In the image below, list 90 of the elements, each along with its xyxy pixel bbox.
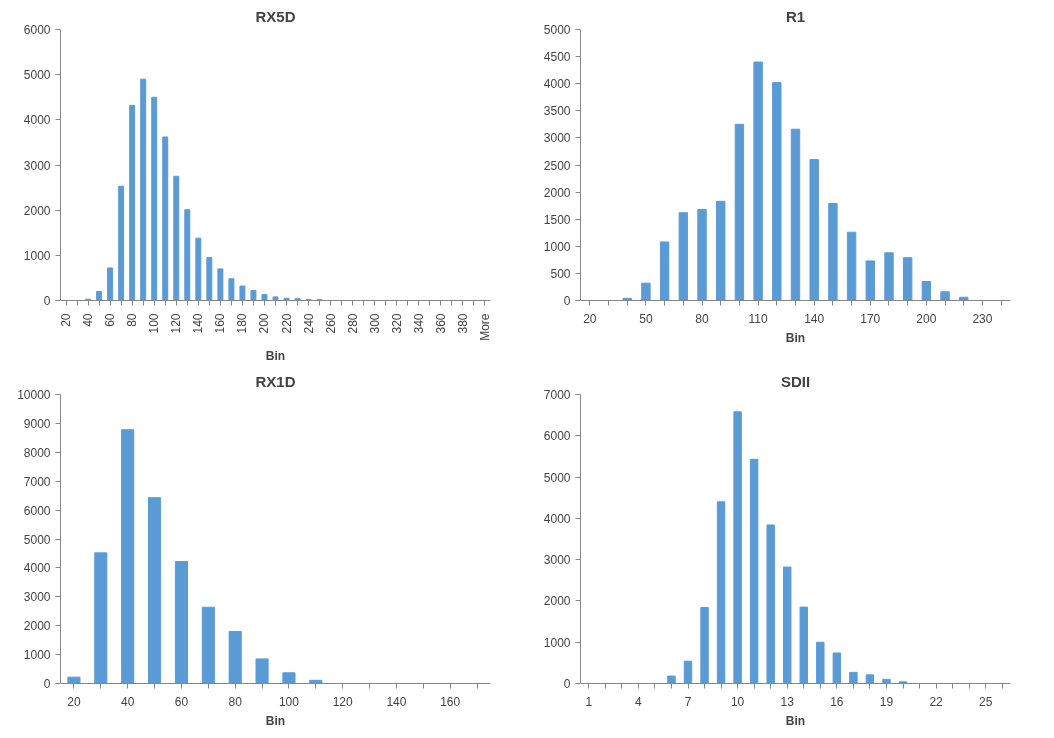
y-tick-label: 3000 bbox=[23, 158, 51, 173]
x-tick-label: 16 bbox=[830, 694, 844, 709]
y-tick-label: 4000 bbox=[23, 561, 51, 576]
y-tick-label: 0 bbox=[563, 677, 571, 691]
y-tick-label: 500 bbox=[550, 266, 571, 281]
y-tick-label: 7000 bbox=[23, 474, 51, 489]
x-tick-label: 100 bbox=[147, 313, 162, 334]
x-tick-label: 20 bbox=[67, 694, 81, 709]
y-tick-label: 0 bbox=[43, 677, 51, 691]
y-tick-label: 1000 bbox=[543, 635, 571, 650]
y-tick-label: 2000 bbox=[23, 203, 51, 218]
x-tick-label: 260 bbox=[323, 313, 338, 334]
y-tick-label: 3000 bbox=[543, 131, 571, 146]
y-tick-label: 0 bbox=[563, 294, 571, 308]
y-tick-label: 10000 bbox=[17, 388, 51, 402]
x-axis-title: Bin bbox=[265, 713, 286, 728]
x-tick-label: 40 bbox=[121, 694, 135, 709]
x-axis-title: Bin bbox=[785, 330, 806, 345]
y-tick-label: 4000 bbox=[543, 511, 571, 526]
x-tick-label: 200 bbox=[916, 311, 937, 326]
y-tick-label: 6000 bbox=[23, 503, 51, 518]
y-tick-label: 2500 bbox=[543, 158, 571, 173]
x-tick-label: 230 bbox=[972, 311, 993, 326]
x-tick-label: 110 bbox=[748, 311, 768, 326]
x-tick-label: 19 bbox=[879, 694, 894, 709]
y-tick-label: 2000 bbox=[543, 185, 571, 200]
y-tick-label: 4500 bbox=[543, 50, 571, 65]
x-tick-label: 100 bbox=[278, 694, 300, 709]
x-tick-label: 4 bbox=[635, 694, 643, 709]
y-tick-label: 6000 bbox=[543, 429, 571, 444]
x-tick-label: 380 bbox=[455, 313, 470, 334]
chart-title: RX5D bbox=[255, 7, 296, 25]
y-tick-label: 0 bbox=[43, 294, 51, 308]
x-tick-label: 340 bbox=[411, 313, 426, 334]
y-tick-label: 4000 bbox=[23, 113, 51, 128]
x-tick-label: 120 bbox=[169, 313, 184, 334]
x-tick-label: 80 bbox=[695, 311, 710, 326]
chart-title: R1 bbox=[785, 7, 806, 25]
x-tick-label: 40 bbox=[81, 313, 96, 327]
x-tick-label: 360 bbox=[433, 313, 448, 334]
x-tick-label: 25 bbox=[979, 694, 993, 709]
y-tick-label: 1000 bbox=[543, 239, 571, 254]
y-tick-label: 1000 bbox=[23, 648, 51, 663]
x-tick-label: 240 bbox=[301, 313, 316, 334]
x-tick-label: 220 bbox=[279, 313, 294, 334]
x-tick-label: 20 bbox=[583, 311, 597, 326]
x-tick-label: 120 bbox=[332, 694, 354, 709]
y-tick-label: 2000 bbox=[543, 594, 571, 609]
x-tick-label: 10 bbox=[730, 694, 745, 709]
x-tick-label: 22 bbox=[929, 694, 944, 709]
y-tick-label: 8000 bbox=[23, 445, 51, 460]
y-tick-label: 5000 bbox=[23, 68, 51, 83]
y-tick-label: 5000 bbox=[23, 532, 51, 547]
y-tick-label: 3000 bbox=[23, 590, 51, 605]
x-tick-label: 200 bbox=[257, 313, 272, 334]
x-tick-label: 320 bbox=[389, 313, 404, 334]
x-tick-label: 160 bbox=[213, 313, 228, 334]
y-tick-label: 7000 bbox=[543, 388, 571, 402]
y-tick-label: 1500 bbox=[543, 212, 571, 227]
x-tick-label: 20 bbox=[59, 313, 74, 327]
y-tick-label: 3500 bbox=[543, 104, 571, 119]
y-tick-label: 3000 bbox=[543, 553, 571, 568]
y-tick-label: 5000 bbox=[543, 23, 571, 37]
chart-title: SDII bbox=[780, 372, 811, 390]
x-tick-label: 180 bbox=[235, 313, 250, 334]
x-tick-label: 160 bbox=[440, 694, 461, 709]
x-axis-title: Bin bbox=[265, 348, 286, 363]
y-tick-label: 9000 bbox=[23, 416, 51, 431]
x-tick-label: 13 bbox=[780, 694, 795, 709]
y-tick-label: 5000 bbox=[543, 470, 571, 485]
x-tick-label: 280 bbox=[345, 313, 360, 334]
x-tick-label: 60 bbox=[174, 694, 189, 709]
y-tick-label: 1000 bbox=[23, 248, 51, 263]
x-tick-label: 80 bbox=[228, 694, 243, 709]
x-tick-label: More bbox=[477, 313, 492, 341]
x-tick-label: 140 bbox=[386, 694, 407, 709]
x-tick-label: 50 bbox=[639, 311, 653, 326]
x-tick-label: 7 bbox=[684, 694, 692, 709]
y-tick-label: 4000 bbox=[543, 77, 571, 92]
x-tick-label: 1 bbox=[585, 694, 593, 709]
x-axis-title: Bin bbox=[785, 713, 806, 728]
x-tick-label: 170 bbox=[860, 311, 881, 326]
x-tick-label: 60 bbox=[103, 313, 118, 327]
x-tick-label: 140 bbox=[804, 311, 825, 326]
y-tick-label: 2000 bbox=[23, 619, 51, 634]
x-tick-label: 80 bbox=[125, 313, 140, 327]
y-tick-label: 6000 bbox=[23, 23, 51, 37]
x-tick-label: 140 bbox=[191, 313, 206, 334]
x-tick-label: 300 bbox=[367, 313, 382, 334]
chart-title: RX1D bbox=[255, 372, 296, 390]
